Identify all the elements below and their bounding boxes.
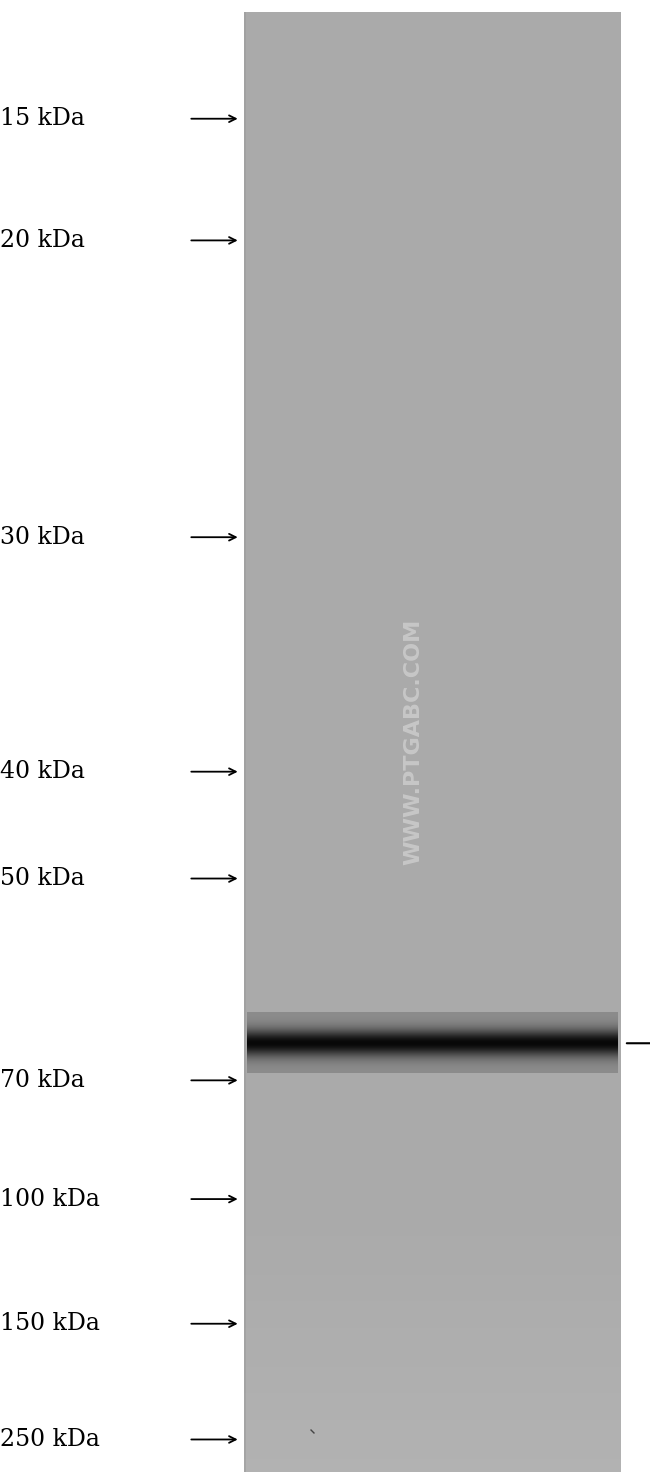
Bar bbox=[247, 1017, 618, 1018]
Bar bbox=[244, 1367, 621, 1380]
Bar bbox=[244, 12, 246, 1472]
Text: 20 kDa: 20 kDa bbox=[0, 229, 85, 252]
Bar bbox=[247, 1022, 618, 1024]
Bar bbox=[244, 1393, 621, 1407]
Bar bbox=[247, 1031, 618, 1033]
Bar bbox=[247, 1070, 618, 1071]
Bar bbox=[247, 1030, 618, 1031]
Text: 40 kDa: 40 kDa bbox=[0, 760, 85, 784]
Bar bbox=[247, 1048, 618, 1049]
Bar bbox=[247, 1054, 618, 1055]
Bar bbox=[247, 1048, 618, 1049]
Bar bbox=[247, 1067, 618, 1068]
Bar bbox=[244, 1223, 621, 1236]
Bar bbox=[247, 1064, 618, 1066]
Text: 100 kDa: 100 kDa bbox=[0, 1187, 100, 1211]
Bar bbox=[247, 1051, 618, 1052]
Bar bbox=[244, 1407, 621, 1420]
Bar bbox=[247, 1037, 618, 1039]
Bar bbox=[244, 1261, 621, 1275]
Bar bbox=[247, 1025, 618, 1027]
Bar bbox=[244, 1275, 621, 1288]
Bar bbox=[247, 1071, 618, 1073]
Bar bbox=[247, 1052, 618, 1054]
Bar bbox=[244, 1248, 621, 1261]
Bar bbox=[244, 1209, 621, 1223]
Bar bbox=[247, 1058, 618, 1060]
Bar bbox=[244, 1420, 621, 1432]
Bar bbox=[244, 1380, 621, 1393]
Bar bbox=[247, 1024, 618, 1025]
Bar bbox=[247, 1066, 618, 1067]
Text: 70 kDa: 70 kDa bbox=[0, 1068, 84, 1092]
Bar bbox=[247, 1058, 618, 1060]
Bar bbox=[247, 1012, 618, 1014]
Bar bbox=[244, 12, 621, 1472]
Bar bbox=[247, 1034, 618, 1036]
Bar bbox=[247, 1028, 618, 1030]
Bar bbox=[244, 1315, 621, 1328]
Bar bbox=[247, 1033, 618, 1034]
Bar bbox=[247, 1015, 618, 1017]
Text: 150 kDa: 150 kDa bbox=[0, 1312, 100, 1336]
Bar bbox=[247, 1033, 618, 1034]
Bar bbox=[247, 1036, 618, 1037]
Text: 30 kDa: 30 kDa bbox=[0, 525, 84, 549]
Bar bbox=[247, 1036, 618, 1037]
Bar bbox=[247, 1049, 618, 1051]
Text: 15 kDa: 15 kDa bbox=[0, 107, 85, 131]
Bar bbox=[247, 1051, 618, 1052]
Bar bbox=[247, 1014, 618, 1015]
Bar bbox=[244, 1353, 621, 1367]
Bar bbox=[247, 1030, 618, 1031]
Bar bbox=[244, 1236, 621, 1248]
Text: 50 kDa: 50 kDa bbox=[0, 867, 84, 890]
Bar bbox=[247, 1054, 618, 1055]
Bar bbox=[244, 1459, 621, 1472]
Bar bbox=[247, 1057, 618, 1058]
Bar bbox=[244, 1340, 621, 1353]
Text: WWW.PTGABC.COM: WWW.PTGABC.COM bbox=[404, 619, 423, 865]
Bar bbox=[244, 1301, 621, 1315]
Text: 250 kDa: 250 kDa bbox=[0, 1428, 100, 1451]
Bar bbox=[247, 1014, 618, 1015]
Bar bbox=[247, 1055, 618, 1057]
Bar bbox=[244, 1432, 621, 1445]
Bar bbox=[244, 1328, 621, 1340]
Bar bbox=[244, 1288, 621, 1301]
Bar bbox=[247, 1068, 618, 1070]
Bar bbox=[247, 1022, 618, 1024]
Bar bbox=[244, 1445, 621, 1459]
Bar bbox=[247, 1045, 618, 1046]
Bar bbox=[247, 1025, 618, 1027]
Bar bbox=[247, 1070, 618, 1071]
Bar bbox=[247, 1046, 618, 1048]
